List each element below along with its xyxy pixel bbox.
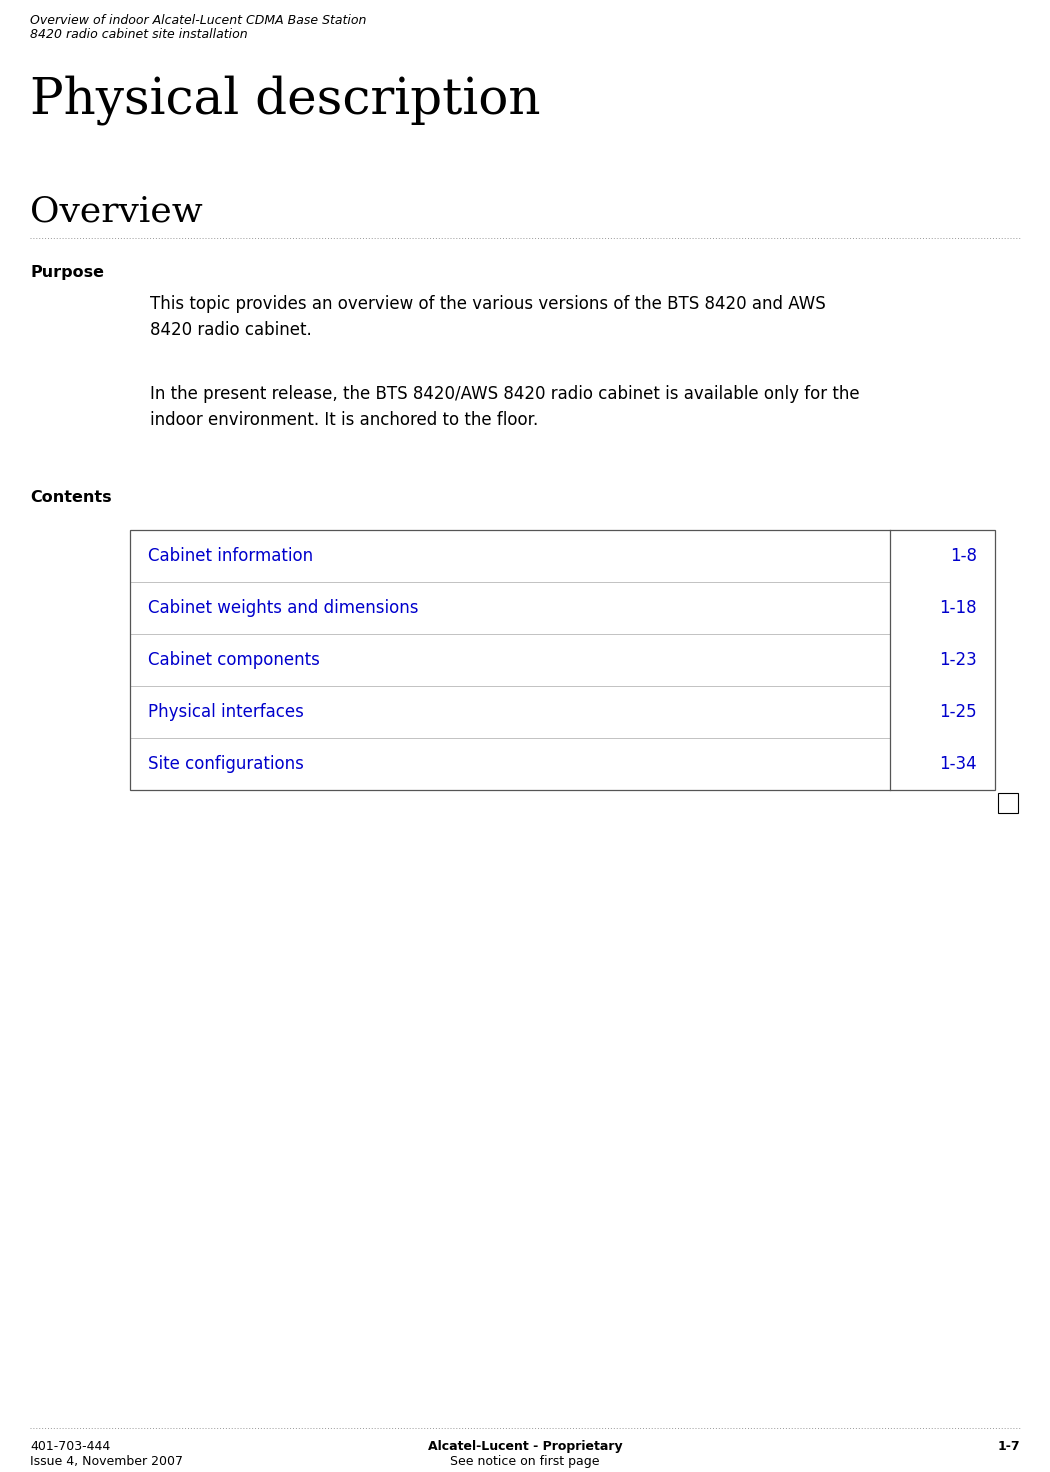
Text: 1-34: 1-34: [940, 755, 976, 773]
Text: Overview: Overview: [30, 194, 203, 230]
Text: Contents: Contents: [30, 490, 111, 505]
Text: Alcatel-Lucent - Proprietary: Alcatel-Lucent - Proprietary: [427, 1440, 623, 1453]
Text: 401-703-444: 401-703-444: [30, 1440, 110, 1453]
Bar: [998, 793, 1018, 813]
Text: Cabinet components: Cabinet components: [148, 651, 320, 668]
Text: Overview of indoor Alcatel-Lucent CDMA Base Station: Overview of indoor Alcatel-Lucent CDMA B…: [30, 15, 366, 26]
Text: 1-8: 1-8: [950, 548, 976, 565]
Text: 1-7: 1-7: [998, 1440, 1020, 1453]
Text: Issue 4, November 2007: Issue 4, November 2007: [30, 1454, 183, 1468]
Text: This topic provides an overview of the various versions of the BTS 8420 and AWS
: This topic provides an overview of the v…: [150, 294, 825, 340]
Bar: [130, 530, 995, 790]
Text: Purpose: Purpose: [30, 265, 104, 280]
Text: 1-25: 1-25: [940, 704, 976, 721]
Text: Physical interfaces: Physical interfaces: [148, 704, 303, 721]
Text: 1-18: 1-18: [940, 599, 976, 617]
Text: Site configurations: Site configurations: [148, 755, 303, 773]
Text: In the present release, the BTS 8420/AWS 8420 radio cabinet is available only fo: In the present release, the BTS 8420/AWS…: [150, 386, 860, 430]
Text: 8420 radio cabinet site installation: 8420 radio cabinet site installation: [30, 28, 248, 41]
Text: Physical description: Physical description: [30, 75, 541, 125]
Text: Cabinet information: Cabinet information: [148, 548, 313, 565]
Text: 1-23: 1-23: [940, 651, 976, 668]
Text: See notice on first page: See notice on first page: [450, 1454, 600, 1468]
Text: Cabinet weights and dimensions: Cabinet weights and dimensions: [148, 599, 419, 617]
